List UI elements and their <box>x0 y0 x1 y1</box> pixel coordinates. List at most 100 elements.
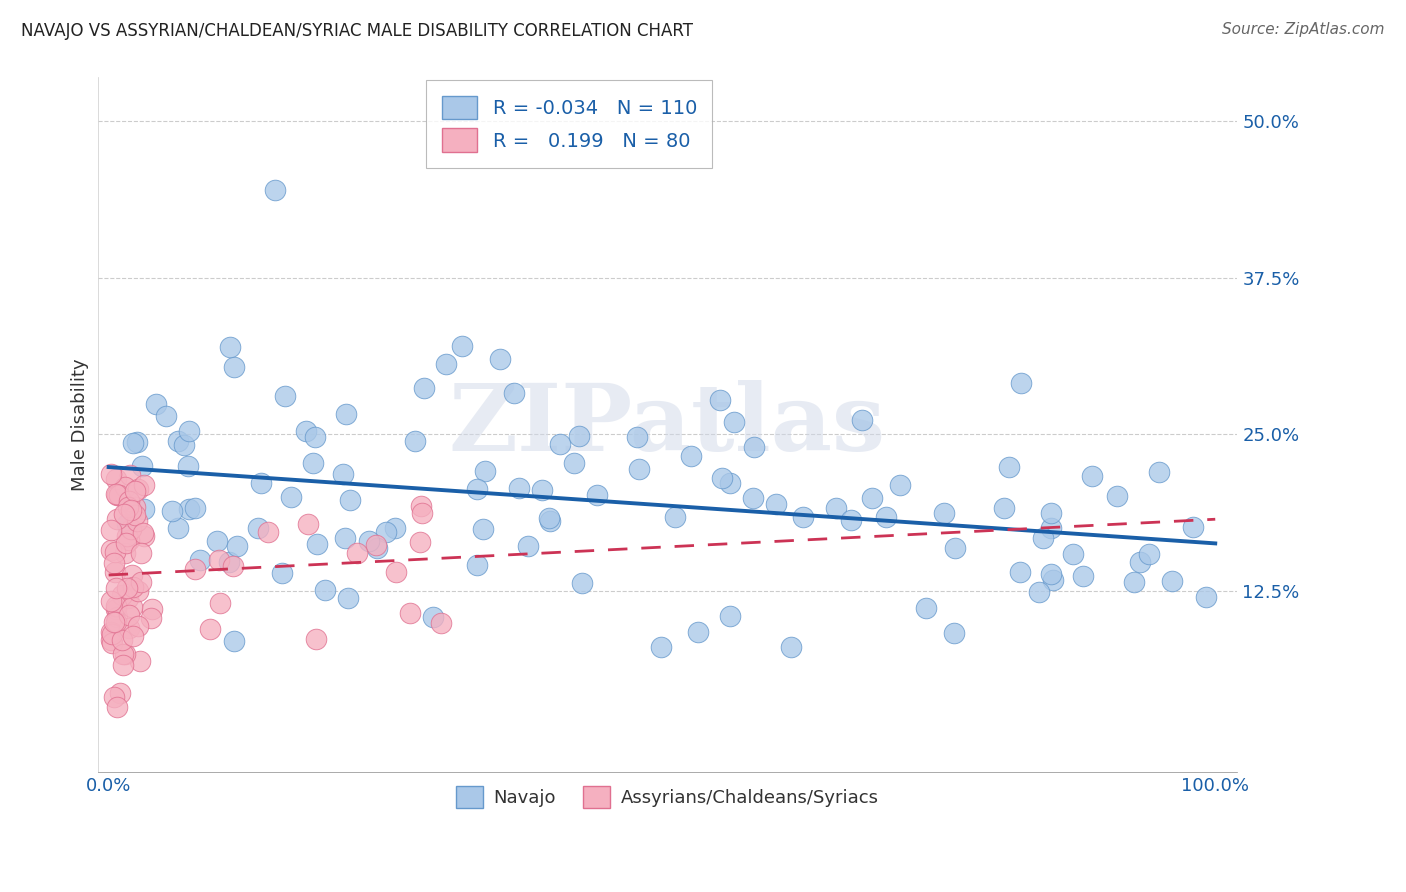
Point <box>263 183 285 197</box>
Point <box>124 508 146 522</box>
Point <box>160 504 183 518</box>
Point <box>118 533 141 547</box>
Point <box>302 456 325 470</box>
Point <box>1042 573 1064 587</box>
Point <box>198 622 221 636</box>
Point <box>112 507 135 521</box>
Point <box>875 509 897 524</box>
Point <box>127 482 149 496</box>
Point <box>115 529 138 543</box>
Point <box>105 615 128 630</box>
Point <box>681 449 703 463</box>
Point <box>686 624 709 639</box>
Point <box>1195 590 1218 604</box>
Point <box>104 599 127 613</box>
Point <box>314 583 336 598</box>
Point <box>337 591 360 606</box>
Text: NAVAJO VS ASSYRIAN/CHALDEAN/SYRIAC MALE DISABILITY CORRELATION CHART: NAVAJO VS ASSYRIAN/CHALDEAN/SYRIAC MALE … <box>21 22 693 40</box>
Point <box>118 494 141 508</box>
Point <box>134 502 156 516</box>
Point <box>538 514 561 528</box>
Point <box>117 516 139 531</box>
Point <box>167 521 190 535</box>
Point <box>188 552 211 566</box>
Point <box>114 546 136 560</box>
Point <box>129 546 152 560</box>
Point <box>1123 574 1146 589</box>
Point <box>839 513 862 527</box>
Point <box>124 500 146 514</box>
Point <box>1129 555 1152 569</box>
Point <box>422 609 444 624</box>
Point <box>741 491 763 505</box>
Point <box>115 581 138 595</box>
Point <box>998 459 1021 474</box>
Point <box>104 581 127 595</box>
Point <box>851 413 873 427</box>
Point <box>177 459 200 474</box>
Point <box>105 487 128 501</box>
Point <box>218 340 240 354</box>
Point <box>100 626 122 640</box>
Point <box>508 482 530 496</box>
Point <box>404 434 426 448</box>
Point <box>586 488 609 502</box>
Point <box>1028 585 1050 599</box>
Point <box>305 632 328 646</box>
Point <box>118 621 141 635</box>
Point <box>105 602 128 616</box>
Point <box>718 475 741 490</box>
Point <box>104 487 127 501</box>
Point <box>304 430 326 444</box>
Point <box>411 506 433 520</box>
Point <box>105 512 128 526</box>
Point <box>208 596 231 610</box>
Point <box>224 360 246 375</box>
Point <box>1071 569 1094 583</box>
Point <box>472 522 495 536</box>
Point <box>718 609 741 624</box>
Point <box>332 467 354 481</box>
Point <box>103 615 125 630</box>
Point <box>385 565 408 579</box>
Point <box>120 522 142 536</box>
Point <box>103 565 125 579</box>
Point <box>132 478 155 492</box>
Point <box>226 539 249 553</box>
Point <box>121 568 143 582</box>
Point <box>107 700 129 714</box>
Point <box>280 490 302 504</box>
Point <box>943 541 966 555</box>
Point <box>993 500 1015 515</box>
Point <box>307 536 329 550</box>
Point <box>121 435 143 450</box>
Point <box>155 409 177 423</box>
Point <box>765 497 787 511</box>
Point <box>517 539 540 553</box>
Point <box>114 647 136 661</box>
Point <box>346 545 368 559</box>
Point <box>1010 565 1032 579</box>
Point <box>110 686 132 700</box>
Point <box>1137 548 1160 562</box>
Point <box>357 534 380 549</box>
Point <box>173 437 195 451</box>
Point <box>562 456 585 470</box>
Point <box>129 575 152 590</box>
Point <box>568 429 591 443</box>
Point <box>103 690 125 704</box>
Point <box>824 500 846 515</box>
Point <box>205 534 228 549</box>
Point <box>942 626 965 640</box>
Point <box>384 521 406 535</box>
Point <box>167 434 190 448</box>
Point <box>127 583 149 598</box>
Point <box>111 588 134 602</box>
Point <box>208 553 231 567</box>
Point <box>118 607 141 622</box>
Point <box>709 392 731 407</box>
Point <box>125 514 148 528</box>
Text: Source: ZipAtlas.com: Source: ZipAtlas.com <box>1222 22 1385 37</box>
Point <box>530 483 553 498</box>
Point <box>333 531 356 545</box>
